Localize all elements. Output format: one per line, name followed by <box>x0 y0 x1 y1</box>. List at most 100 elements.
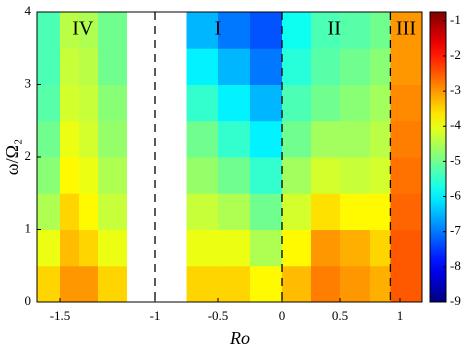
heat-cell <box>186 84 219 122</box>
heat-cell <box>186 229 219 267</box>
heat-cell <box>218 48 251 85</box>
heat-cell <box>282 120 312 158</box>
heat-cell <box>390 12 423 49</box>
colorbar <box>429 11 447 303</box>
colorbar-tick-label: -6 <box>450 188 461 203</box>
heat-cell <box>98 229 127 267</box>
heat-cell <box>390 120 423 158</box>
y-tick-label: 1 <box>25 220 32 235</box>
heat-cell <box>37 265 61 303</box>
colorbar-tick-label: -1 <box>450 12 461 27</box>
heat-cell <box>311 265 341 303</box>
heat-cell <box>370 48 391 85</box>
colorbar-tick-label: -5 <box>450 152 461 167</box>
heat-cell <box>79 157 99 194</box>
heat-cell <box>340 48 371 85</box>
heat-cell <box>186 120 219 158</box>
heat-cell <box>311 12 341 49</box>
heat-cell <box>218 265 251 303</box>
heat-cell <box>79 229 99 267</box>
heat-cell <box>60 229 80 267</box>
x-tick-label: 1 <box>397 308 404 323</box>
heat-cell <box>186 265 219 303</box>
colorbar-tick-label: -4 <box>450 117 461 132</box>
x-tick-label: -1.5 <box>50 308 71 323</box>
heat-cell <box>390 84 423 122</box>
y-tick-label: 3 <box>25 75 32 90</box>
y-tick-label: 0 <box>25 293 32 308</box>
heat-cell <box>37 193 61 230</box>
heat-cell <box>370 84 391 122</box>
heat-cell <box>79 265 99 303</box>
heat-cell <box>390 48 423 85</box>
heat-cell <box>98 120 127 158</box>
heat-cell <box>250 120 283 158</box>
heat-cell <box>250 229 283 267</box>
heat-cell <box>60 48 80 85</box>
heat-cell <box>250 193 283 230</box>
heat-cell <box>79 84 99 122</box>
heat-cell <box>340 265 371 303</box>
heat-cell <box>311 84 341 122</box>
heat-cell <box>340 157 371 194</box>
heat-cell <box>186 12 219 49</box>
heat-cell <box>60 120 80 158</box>
heat-cell <box>311 48 341 85</box>
y-tick-label: 4 <box>25 3 32 18</box>
heat-cell <box>218 193 251 230</box>
heat-cell <box>282 12 312 49</box>
heat-cell <box>282 193 312 230</box>
colorbar-tick-label: -9 <box>450 293 461 308</box>
heat-cell <box>250 12 283 49</box>
heat-cell <box>370 12 391 49</box>
heat-cell <box>282 157 312 194</box>
x-tick-label: -0.5 <box>208 308 229 323</box>
heat-cell <box>282 265 312 303</box>
heat-cell <box>340 193 371 230</box>
region-label: II <box>328 18 341 40</box>
heat-cell <box>370 120 391 158</box>
heat-cell <box>311 229 341 267</box>
heat-cell <box>311 120 341 158</box>
heat-cell <box>370 265 391 303</box>
colorbar-tick-label: -3 <box>450 82 461 97</box>
region-label: IV <box>72 18 94 40</box>
colorbar-tick-label: -2 <box>450 47 461 62</box>
heat-cell <box>370 157 391 194</box>
heat-cell <box>218 229 251 267</box>
heat-cell <box>186 157 219 194</box>
y-tick-label: 2 <box>25 148 32 163</box>
heat-cell <box>37 120 61 158</box>
heat-cell <box>390 265 423 303</box>
heat-cell <box>60 12 80 49</box>
x-axis-label: Ro <box>229 328 250 348</box>
heat-cell <box>282 48 312 85</box>
colorbar-tick-label: -8 <box>450 258 461 273</box>
heat-cell <box>37 84 61 122</box>
heat-cell <box>218 12 251 49</box>
heat-cell <box>311 193 341 230</box>
y-axis-label: ω/Ω₂ <box>2 139 22 176</box>
heat-cell <box>250 265 283 303</box>
heat-cell <box>79 48 99 85</box>
heat-cell <box>218 84 251 122</box>
heat-cell <box>37 157 61 194</box>
heat-cell <box>370 193 391 230</box>
x-tick-label: -1 <box>150 308 161 323</box>
heat-cell <box>37 48 61 85</box>
heat-cell <box>218 120 251 158</box>
heat-cell <box>60 84 80 122</box>
heat-cell <box>390 229 423 267</box>
colorbar-tick-label: -7 <box>450 223 461 238</box>
heat-cell <box>390 193 423 230</box>
heat-cell <box>98 84 127 122</box>
heat-cell <box>250 157 283 194</box>
heat-cell <box>340 12 371 49</box>
heat-cell <box>37 229 61 267</box>
heat-cell <box>98 193 127 230</box>
x-tick-label: 0.5 <box>332 308 348 323</box>
heat-cell <box>218 157 251 194</box>
heat-cell <box>60 265 80 303</box>
heat-cell <box>186 193 219 230</box>
